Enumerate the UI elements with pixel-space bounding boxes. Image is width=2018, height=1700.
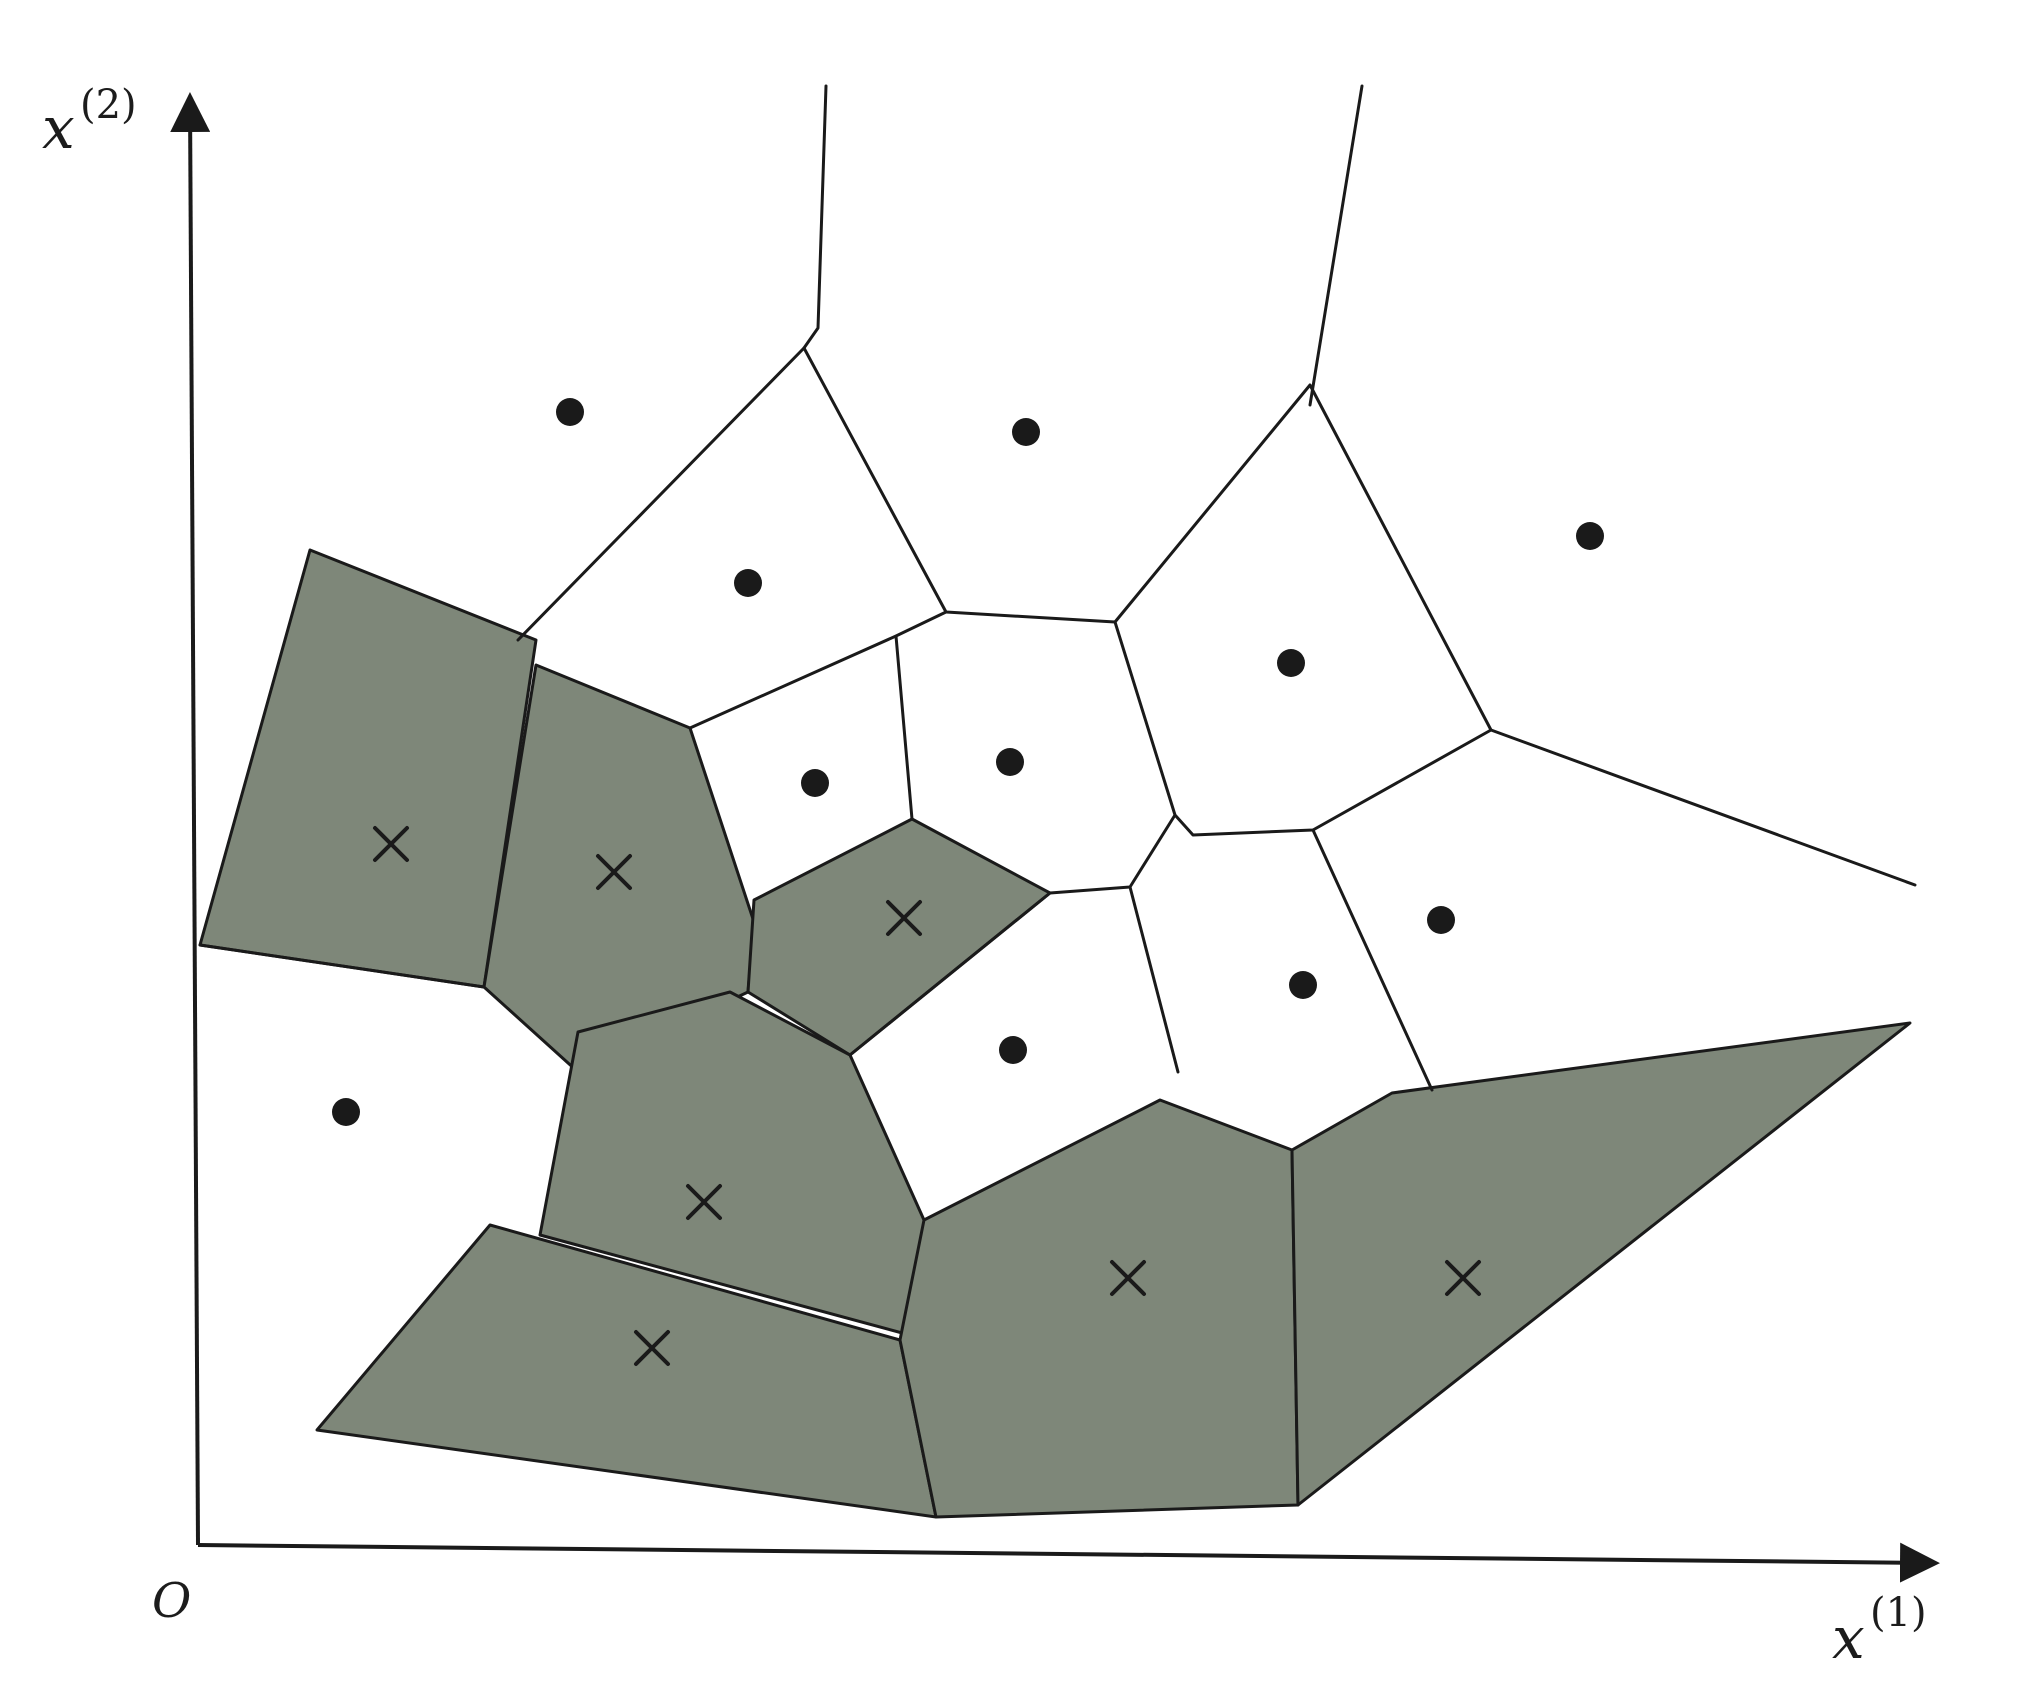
dot-marker [1277,649,1305,677]
shaded-cell-center [746,817,1052,1057]
dot-markers [332,398,1604,1126]
dot-marker [556,398,584,426]
dot-marker [734,569,762,597]
cross-markers [373,826,1481,1366]
cross-marker [373,826,409,862]
shaded-cell-bottom-middle [898,1098,1300,1519]
axes [170,92,1940,1583]
cross-marker [596,854,632,890]
y-axis [170,92,211,1546]
dot-marker [1289,971,1317,999]
x-axis [197,1542,1940,1583]
shaded-cell-bottom-right [1290,1021,1912,1507]
cross-marker [634,1330,670,1366]
y-axis-superscript: (2) [80,82,137,128]
dot-marker [996,748,1024,776]
edge-upper-middle [688,610,1493,895]
dot-marker [999,1036,1027,1064]
dot-marker [801,769,829,797]
cross-marker [886,900,922,936]
origin-label: O [152,1573,191,1629]
x-axis-superscript: (1) [1870,1590,1927,1636]
edge-lower-middle [848,828,1434,1092]
dot-marker [332,1098,360,1126]
cross-marker [1445,1260,1481,1296]
dot-marker [1427,906,1455,934]
dot-marker [1576,522,1604,550]
shaded-cells [198,548,1912,1519]
edge-upper-cell [516,346,1917,887]
edge-top-left-ray [802,84,828,350]
x-axis-label: x [1832,1604,1865,1672]
dot-marker [1012,418,1040,446]
cross-marker [1110,1260,1146,1296]
cross-marker [686,1184,722,1220]
edge-top-right-ray [1308,84,1364,407]
unshaded-cell-edges [198,84,1917,1092]
shaded-cell-left [198,548,538,989]
y-axis-label: x [42,94,75,162]
edge-left-cell [198,943,486,989]
